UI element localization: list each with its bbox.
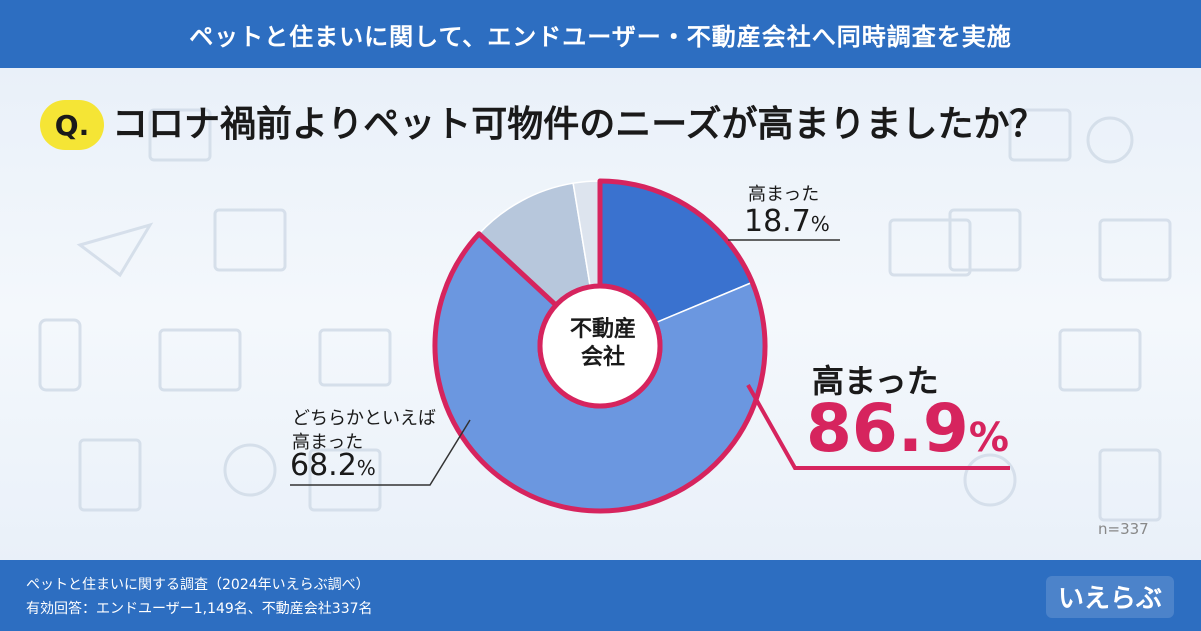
question-badge: Q. — [40, 100, 104, 150]
center-label-line1: 不動産 — [569, 317, 636, 342]
header-banner: ペットと住まいに関して、エンドユーザー・不動産会社へ同時調査を実施 — [0, 0, 1201, 68]
slice1-label: 高まった — [748, 184, 820, 205]
total-value-wrap: 86.9% — [806, 390, 1009, 467]
center-label: 不動産 会社 — [548, 316, 658, 372]
ierabu-logo: いえらぶ — [1046, 576, 1174, 618]
center-label-line2: 会社 — [580, 345, 625, 370]
slice2-value: 68.2 — [290, 448, 357, 483]
logo-text: いえらぶ — [1058, 584, 1162, 614]
donut-hole — [537, 283, 663, 409]
footer-respondents: 有効回答：エンドユーザー1,149名、不動産会社337名 — [26, 601, 373, 617]
slice2-unit: % — [356, 456, 376, 480]
header-title: ペットと住まいに関して、エンドユーザー・不動産会社へ同時調査を実施 — [189, 22, 1012, 51]
slice1-unit: % — [810, 212, 830, 236]
leader-line-slice2 — [290, 419, 471, 486]
slice2-label-line2: 高まった — [292, 432, 364, 453]
total-unit: % — [968, 415, 1009, 461]
footer-survey-title: ペットと住まいに関する調査（2024年いえらぶ調べ） — [26, 577, 370, 593]
total-value: 86.9 — [806, 390, 969, 467]
slice2-value-wrap: 68.2% — [290, 448, 376, 483]
total-label: 高まった — [812, 362, 939, 400]
slice2-label-line1: どちらかといえば — [292, 408, 436, 429]
question-text: コロナ禍前よりペット可物件のニーズが高まりましたか？ — [112, 104, 1046, 145]
sample-size: n=337 — [1098, 520, 1149, 538]
leader-line-total — [746, 384, 1010, 470]
footer: ペットと住まいに関する調査（2024年いえらぶ調べ） 有効回答：エンドユーザー1… — [0, 560, 1201, 631]
slice1-value: 18.7 — [744, 204, 811, 239]
slice1-value-wrap: 18.7% — [744, 204, 830, 239]
